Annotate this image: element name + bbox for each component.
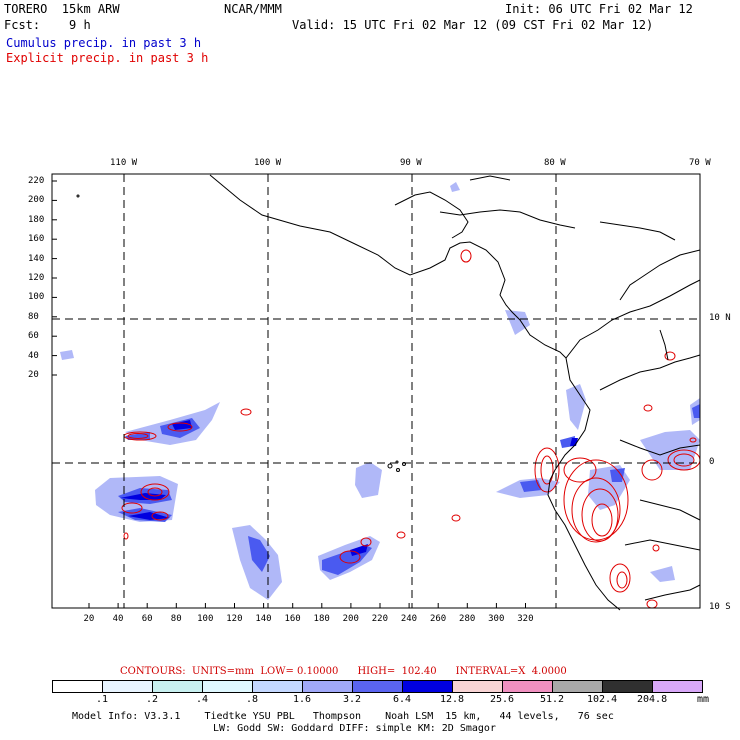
y-tick-label: 160 — [28, 234, 45, 245]
colorbar-box — [402, 680, 453, 693]
y-tick-label: 100 — [28, 292, 45, 303]
x-tick-label: 200 — [342, 614, 359, 624]
colorbar-box — [652, 680, 703, 693]
y-tick-label: 180 — [28, 214, 45, 225]
valid-time: Valid: 15 UTC Fri 02 Mar 12 (09 CST Fri … — [292, 18, 654, 32]
x-tick-label: 240 — [400, 614, 418, 624]
colorbar-box — [252, 680, 303, 693]
organization: NCAR/MMM — [224, 2, 282, 16]
x-tick-label: 180 — [313, 614, 330, 624]
y-tick-label: 220 — [28, 176, 45, 186]
x-tick-label: 220 — [371, 614, 389, 624]
colorbar-label: 102.4 — [587, 694, 618, 705]
y-tick-label: 120 — [28, 273, 45, 283]
model-info-line2: LW: Godd SW: Goddard DIFF: simple KM: 2D… — [213, 723, 496, 734]
lon-label-110w: 110 W — [110, 158, 138, 168]
forecast-hour: Fcst: 9 h — [4, 18, 91, 32]
y-tick-label: 80 — [28, 311, 39, 322]
x-tick-label: 160 — [284, 614, 301, 624]
x-tick-label: 320 — [517, 614, 534, 624]
field-label-explicit: Explicit precip. in past 3 h — [6, 51, 209, 65]
field-label-cumulus: Cumulus precip. in past 3 h — [6, 36, 202, 50]
lon-label-70w: 70 W — [689, 158, 711, 168]
colorbar-box — [52, 680, 103, 693]
lon-label-80w: 80 W — [544, 158, 566, 168]
explicit-precip-contours — [121, 249, 701, 609]
colorbar-label: .1 — [96, 694, 109, 705]
lat-label-10s: 10 S — [709, 602, 731, 612]
colorbar-unit: mm — [697, 694, 710, 705]
model-name: TORERO 15km ARW — [4, 2, 120, 16]
lat-label-10n: 10 N — [709, 313, 731, 323]
colorbar-box — [202, 680, 253, 693]
lon-label-90w: 90 W — [400, 158, 422, 168]
x-tick-label: 140 — [255, 614, 272, 624]
axis-ticks — [52, 180, 526, 608]
lat-lon-grid — [52, 174, 700, 608]
colorbar-box — [602, 680, 653, 693]
colorbar-label: 3.2 — [343, 694, 362, 705]
colorbar-box — [552, 680, 603, 693]
colorbar-label: 204.8 — [637, 694, 668, 705]
y-tick-label: 40 — [28, 350, 39, 361]
colorbar-label: 6.4 — [393, 694, 412, 705]
x-tick-label: 20 — [83, 614, 95, 624]
map-frame — [51, 173, 701, 609]
cumulus-light-areas — [60, 182, 700, 600]
colorbar-label: 25.6 — [490, 694, 515, 705]
x-tick-label: 260 — [429, 614, 447, 624]
y-tick-label: 20 — [28, 370, 39, 380]
x-tick-label: 300 — [488, 614, 505, 624]
x-tick-label: 80 — [170, 614, 182, 624]
y-tick-label: 140 — [28, 253, 45, 264]
lon-label-100w: 100 W — [254, 158, 282, 168]
colorbar-label: 51.2 — [540, 694, 565, 705]
model-info-line1: Model Info: V3.3.1 Tiedtke YSU PBL Thomp… — [72, 711, 614, 722]
x-tick-label: 120 — [226, 614, 243, 624]
x-tick-label: 40 — [112, 614, 124, 624]
y-tick-label: 60 — [28, 331, 39, 342]
colorbar-box — [502, 680, 553, 693]
init-time: Init: 06 UTC Fri 02 Mar 12 — [505, 2, 693, 16]
colorbar-label: 1.6 — [293, 694, 312, 705]
coastlines — [76, 174, 701, 611]
colorbar-box — [302, 680, 353, 693]
colorbar-box — [102, 680, 153, 693]
colorbar-label: 12.8 — [440, 694, 465, 705]
colorbar-label: .4 — [196, 694, 209, 705]
contours-info: CONTOURS: UNITS=mm LOW= 0.10000 HIGH= 10… — [120, 666, 567, 677]
colorbar-label: .8 — [246, 694, 259, 705]
y-tick-label: 200 — [28, 195, 45, 206]
x-tick-label: 280 — [459, 614, 476, 624]
x-tick-label: 60 — [141, 614, 153, 624]
colorbar-box — [152, 680, 203, 693]
colorbar-label: .2 — [146, 694, 159, 705]
colorbar-box — [452, 680, 503, 693]
x-tick-label: 100 — [197, 614, 214, 624]
colorbar-box — [352, 680, 403, 693]
lat-label-0: 0 — [709, 457, 715, 467]
